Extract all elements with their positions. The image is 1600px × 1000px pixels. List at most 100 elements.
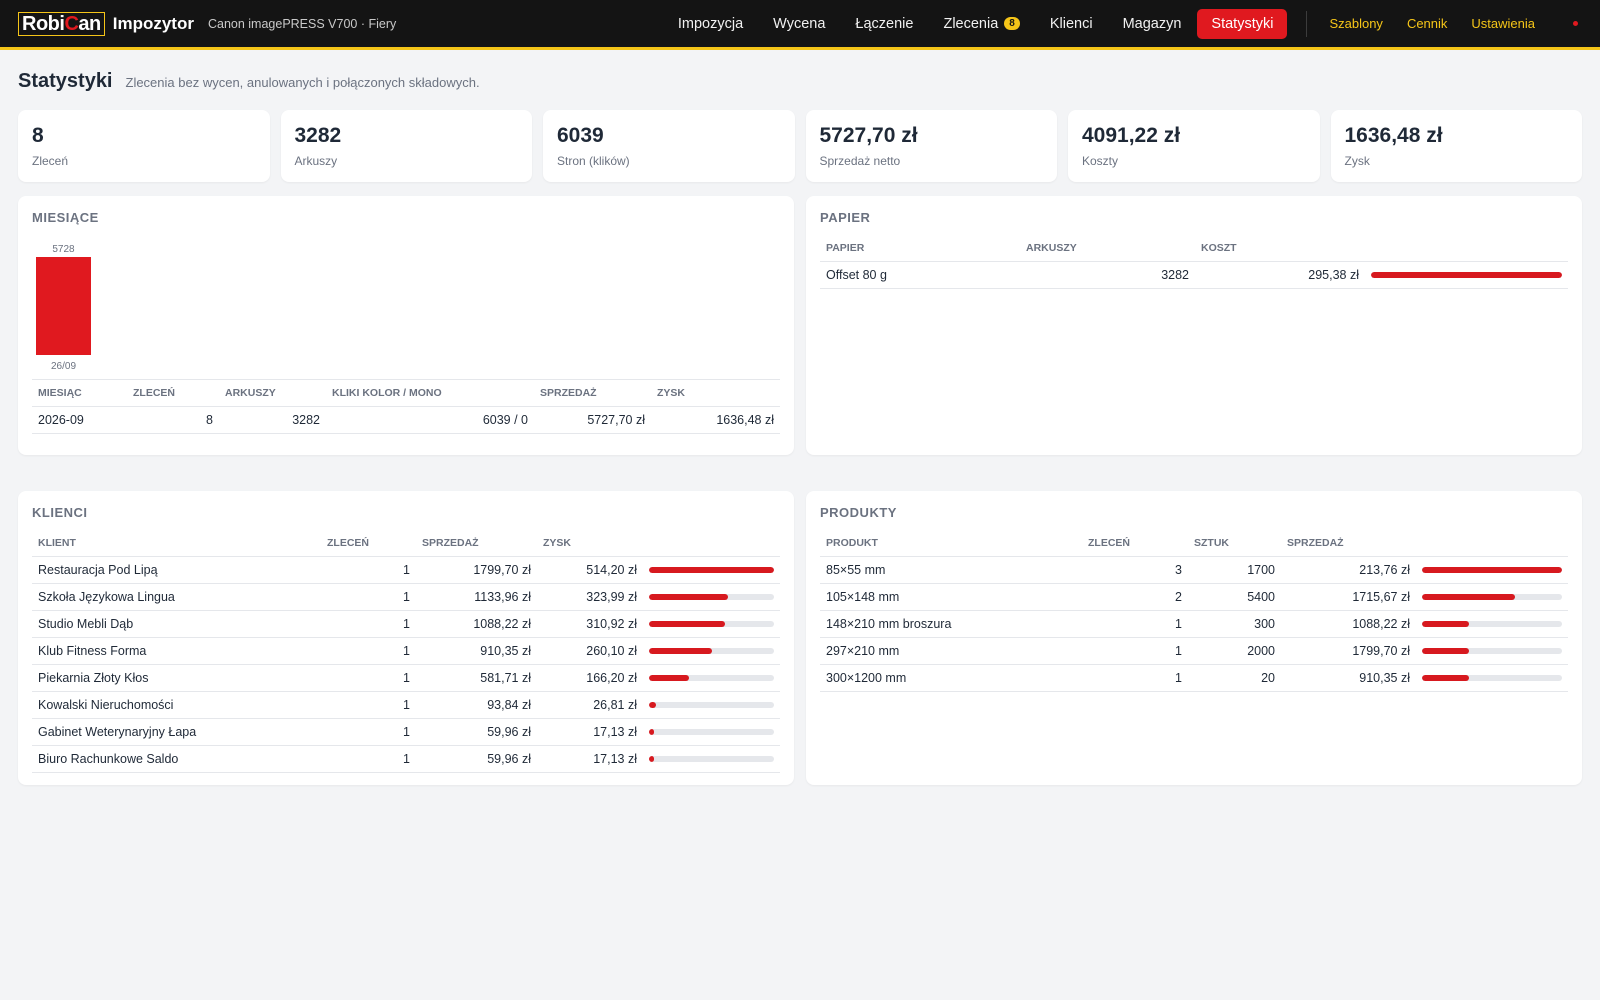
cell-orders: 1: [321, 691, 416, 719]
status-dot-icon: [1573, 21, 1578, 26]
col-header: PAPIER: [820, 235, 1020, 262]
cell-sales: 1715,67 zł: [1281, 583, 1416, 611]
share-bar-fill: [649, 593, 728, 600]
cell-sales: 1088,22 zł: [1281, 610, 1416, 638]
cell-month: 2026-09: [32, 406, 127, 434]
cell-orders: 1: [321, 637, 416, 665]
col-header: ZYSK: [537, 530, 643, 557]
cell-sales: 910,35 zł: [416, 637, 537, 665]
kpi-value: 4091,22 zł: [1082, 124, 1181, 147]
nav-label: Statystyki: [1211, 15, 1274, 32]
cell-sales: 1799,70 zł: [1281, 637, 1416, 665]
cell-share-bar: [1416, 610, 1568, 638]
nav-label: Impozycja: [677, 15, 744, 32]
col-header: ZLECEŃ: [1082, 530, 1188, 557]
share-bar-track: [649, 674, 774, 681]
table-row: Szkoła Językowa Lingua 1 1133,96 zł 323,99 …: [32, 583, 780, 611]
cell-client: Studio Mebli Dąb: [32, 610, 321, 638]
table-row: Offset 80 g 3282 295,38 zł: [820, 261, 1568, 289]
nav-klienci[interactable]: Klienci: [1036, 9, 1107, 39]
cell-profit: 17,13 zł: [537, 745, 643, 773]
nav-cennik[interactable]: Cennik: [1406, 16, 1448, 31]
panel-title: PAPIER: [820, 210, 871, 225]
cell-sheets: 3282: [1020, 261, 1195, 289]
cell-client: Gabinet Weterynaryjny Łapa: [32, 718, 321, 746]
share-bar-fill: [649, 566, 774, 573]
cell-sheets: 3282: [219, 406, 326, 434]
kpi-value: 8: [32, 124, 44, 147]
panel-title: PRODUKTY: [820, 505, 897, 520]
clients-panel: KLIENCI KLIENT ZLECEŃ SPRZEDAŻ ZYSK Rest…: [18, 491, 794, 785]
cell-pieces: 20: [1188, 664, 1281, 692]
kpi-card-sheets: 3282 Arkuszy: [280, 110, 532, 182]
share-bar-track: [649, 647, 774, 654]
share-bar-track: [649, 566, 774, 573]
cell-pieces: 300: [1188, 610, 1281, 638]
nav-szablony[interactable]: Szablony: [1329, 16, 1383, 31]
nav-magazyn[interactable]: Magazyn: [1109, 9, 1196, 39]
col-header: KLIKI KOLOR / MONO: [326, 380, 534, 407]
cell-sales: 1133,96 zł: [416, 583, 537, 611]
nav-ustawienia[interactable]: Ustawienia: [1471, 16, 1535, 31]
cell-product: 148×210 mm broszura: [820, 610, 1082, 638]
share-bar-track: [1422, 674, 1562, 681]
col-header: KOSZT: [1195, 235, 1365, 262]
cell-profit: 514,20 zł: [537, 556, 643, 584]
share-bar-fill: [1422, 647, 1469, 654]
kpi-label: Stron (klików): [557, 154, 630, 168]
app-name: Impozytor: [112, 13, 194, 33]
cell-product: 300×1200 mm: [820, 664, 1082, 692]
paper-table: PAPIER ARKUSZY KOSZT Offset 80 g 3282 295,…: [820, 235, 1568, 289]
nav-label: Zlecenia: [943, 15, 999, 32]
col-header: SZTUK: [1188, 530, 1281, 557]
cell-sales: 59,96 zł: [416, 745, 537, 773]
cell-orders: 1: [1082, 664, 1188, 692]
cell-client: Restauracja Pod Lipą: [32, 556, 321, 584]
nav-impozycja[interactable]: Impozycja: [664, 9, 757, 39]
share-bar-track: [1422, 647, 1562, 654]
cell-orders: 1: [321, 610, 416, 638]
bar-value-label: 5728: [52, 244, 75, 255]
col-header: PRODUKT: [820, 530, 1082, 557]
cell-client: Kowalski Nieruchomości: [32, 691, 321, 719]
cell-share-bar: [1416, 664, 1568, 692]
logo-text-right: an: [78, 12, 101, 35]
cell-paper: Offset 80 g: [820, 261, 1020, 289]
kpi-value: 3282: [294, 124, 342, 147]
share-bar-track: [1422, 566, 1562, 573]
kpi-card-profit: 1636,48 zł Zysk: [1330, 110, 1582, 182]
table-row: Studio Mebli Dąb 1 1088,22 zł 310,92 zł: [32, 610, 780, 638]
nav-wycena[interactable]: Wycena: [759, 9, 839, 39]
logo-text-c: C: [64, 12, 79, 35]
page-title: Statystyki: [18, 70, 113, 92]
cell-product: 297×210 mm: [820, 637, 1082, 665]
kpi-card-orders: 8 Zleceń: [18, 110, 270, 182]
cell-share-bar: [1416, 556, 1568, 584]
kpi-row: 8 Zleceń 3282 Arkuszy 6039 Stron (klików) 5…: [0, 110, 1600, 182]
table-row: Klub Fitness Forma 1 910,35 zł 260,10 zł: [32, 637, 780, 665]
nav-zlecenia[interactable]: Zlecenia 8: [929, 9, 1033, 39]
cell-share-bar: [643, 745, 780, 773]
share-bar-fill: [1422, 593, 1516, 600]
nav-laczenie[interactable]: Łączenie: [841, 9, 927, 39]
cell-profit: 26,81 zł: [537, 691, 643, 719]
col-header-bar: [643, 530, 780, 557]
nav-label: Łączenie: [855, 15, 914, 32]
cell-orders: 1: [321, 556, 416, 584]
kpi-label: Zleceń: [32, 154, 69, 168]
nav-label: Wycena: [773, 15, 826, 32]
share-bar-fill: [1371, 271, 1562, 278]
cell-orders: 1: [321, 718, 416, 746]
col-header: SPRZEDAŻ: [1281, 530, 1416, 557]
panels-grid: MIESIĄCE 5728 26/09 MIESIĄC ZLECEŃ ARKUSZ…: [0, 182, 1600, 785]
panel-title: KLIENCI: [32, 505, 88, 520]
cell-cost: 295,38 zł: [1195, 261, 1365, 289]
share-bar-track: [649, 701, 774, 708]
share-bar-fill: [649, 728, 654, 735]
share-bar-fill: [649, 620, 725, 627]
logo-text-left: Robi: [22, 12, 65, 35]
nav-statystyki[interactable]: Statystyki: [1197, 8, 1288, 39]
